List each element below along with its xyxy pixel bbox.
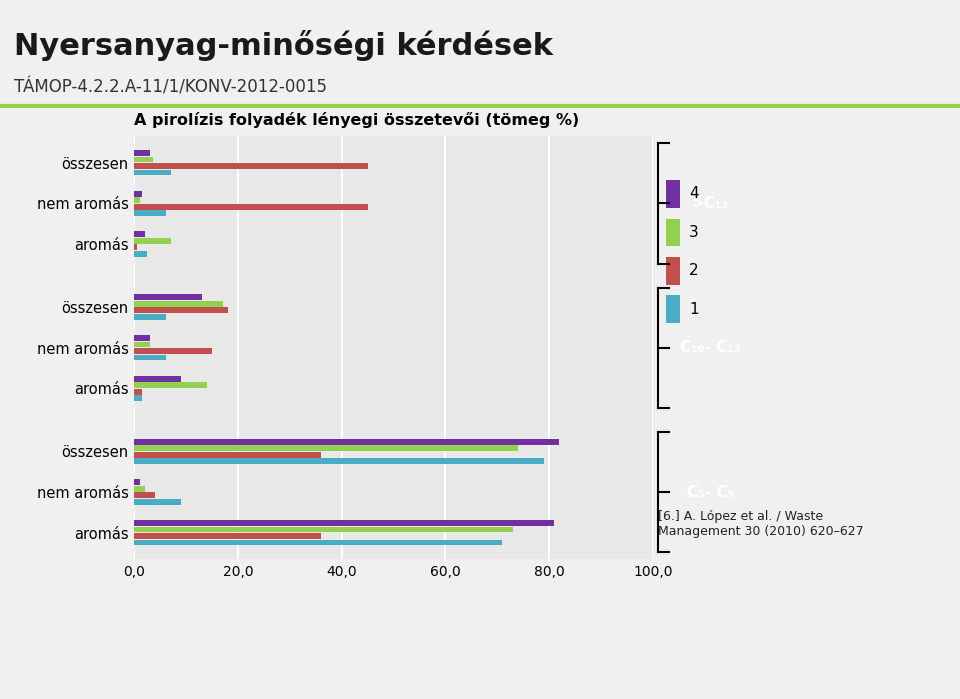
Bar bbox=[134, 238, 171, 244]
Text: [6.] A. López et al. / Waste
Management 30 (2010) 620–627: [6.] A. López et al. / Waste Management … bbox=[658, 510, 863, 538]
FancyBboxPatch shape bbox=[666, 219, 680, 246]
Bar bbox=[134, 251, 148, 257]
Bar bbox=[134, 342, 150, 347]
Bar bbox=[134, 157, 153, 162]
Text: Nyersanyag-minőségi kérdések: Nyersanyag-minőségi kérdések bbox=[14, 30, 553, 62]
Bar bbox=[134, 170, 171, 175]
Text: >C₁₃: >C₁₃ bbox=[692, 196, 729, 211]
Bar bbox=[134, 382, 207, 388]
Bar bbox=[134, 314, 165, 319]
Bar bbox=[134, 486, 145, 492]
Bar bbox=[134, 308, 228, 313]
Bar bbox=[134, 150, 150, 156]
Bar bbox=[134, 163, 368, 169]
Bar bbox=[134, 459, 544, 464]
Text: C₅‐ C₉: C₅‐ C₉ bbox=[686, 484, 734, 500]
Bar bbox=[134, 191, 142, 196]
Bar bbox=[134, 540, 502, 545]
Text: C₁₀‐ C₁₃: C₁₀‐ C₁₃ bbox=[680, 340, 741, 355]
Text: 1: 1 bbox=[689, 302, 699, 317]
Bar bbox=[134, 452, 321, 458]
Bar bbox=[134, 533, 321, 539]
Text: A pirolízis folyadék lényegi összetevői (tömeg %): A pirolízis folyadék lényegi összetevői … bbox=[134, 113, 580, 128]
Bar bbox=[134, 294, 202, 301]
Bar bbox=[134, 389, 142, 395]
Bar bbox=[134, 526, 513, 533]
Bar bbox=[134, 439, 560, 445]
Bar bbox=[134, 445, 518, 451]
Bar bbox=[134, 499, 181, 505]
Text: 2: 2 bbox=[689, 264, 699, 278]
Bar bbox=[134, 480, 139, 485]
Bar bbox=[134, 335, 150, 341]
Bar bbox=[134, 520, 554, 526]
Bar bbox=[134, 354, 165, 361]
FancyBboxPatch shape bbox=[666, 296, 680, 323]
Text: TÁMOP-4.2.2.A-11/1/KONV-2012-0015: TÁMOP-4.2.2.A-11/1/KONV-2012-0015 bbox=[14, 78, 327, 96]
Bar bbox=[134, 245, 137, 250]
Bar bbox=[134, 395, 142, 401]
Bar bbox=[134, 210, 165, 216]
Bar bbox=[134, 301, 223, 307]
Bar bbox=[134, 231, 145, 237]
Bar bbox=[134, 197, 139, 203]
Text: 3: 3 bbox=[689, 225, 699, 240]
FancyBboxPatch shape bbox=[666, 180, 680, 208]
Text: 4: 4 bbox=[689, 187, 699, 201]
Bar bbox=[134, 203, 368, 210]
Bar bbox=[134, 348, 212, 354]
Bar bbox=[134, 492, 156, 498]
Bar bbox=[134, 376, 181, 382]
FancyBboxPatch shape bbox=[666, 257, 680, 284]
